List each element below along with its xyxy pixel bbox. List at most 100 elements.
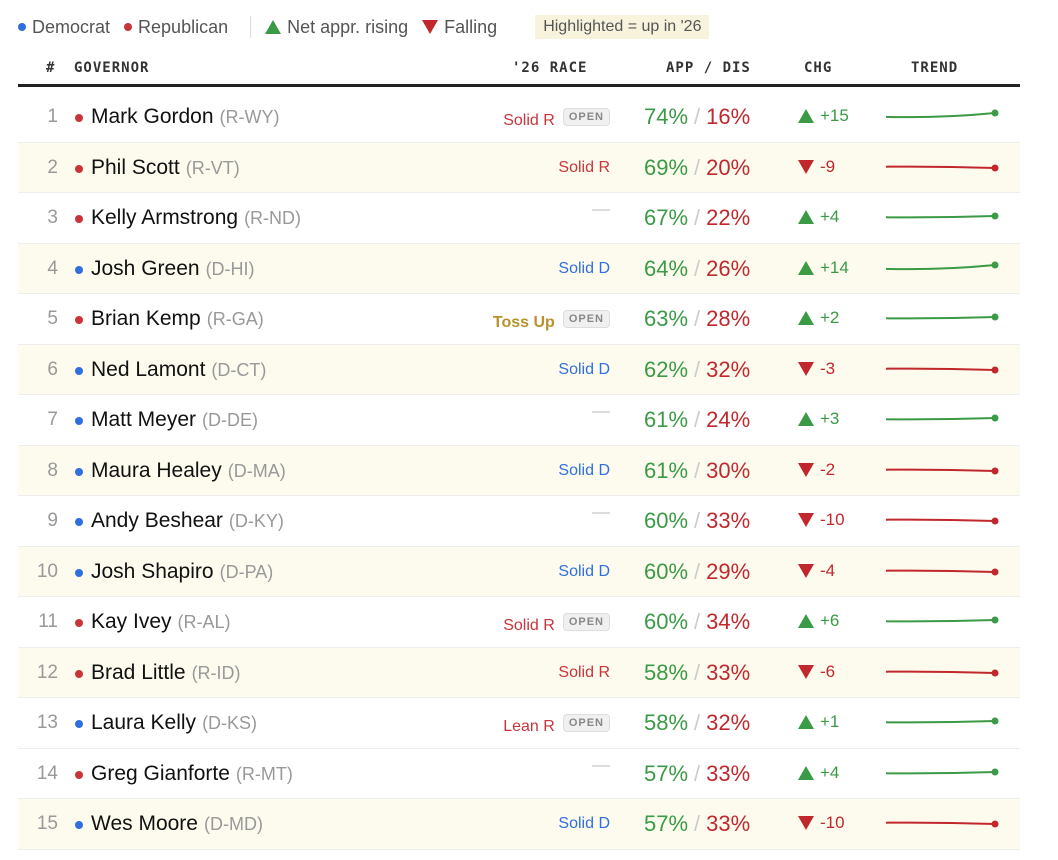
rank: 12: [36, 661, 58, 683]
party-dot-icon: [75, 366, 83, 375]
party-dot-icon: [75, 114, 83, 122]
header-trend: TREND: [911, 60, 959, 76]
table-row[interactable]: 14 Greg Gianforte (R-MT) 57%/33% +4: [18, 749, 1020, 799]
trend-sparkline: [885, 467, 999, 474]
trend-end-dot: [991, 164, 999, 171]
disapprove-pct: 29%: [706, 558, 751, 584]
table-row[interactable]: 1 Mark Gordon (R-WY) Solid R OPEN 74%/16% …: [18, 92, 1020, 143]
table-row[interactable]: 9 Andy Beshear (D-KY) 60%/33% -10: [18, 496, 1020, 547]
governor-name-text: Brian Kemp: [91, 307, 201, 330]
approval-cell: 57%/33%: [644, 811, 750, 837]
table-row[interactable]: 12 Brad Little (R-ID) Solid R 58%/33% -6: [18, 647, 1020, 698]
governor-name[interactable]: Greg Gianforte (R-MT): [91, 762, 293, 786]
governor-name[interactable]: Wes Moore (D-MD): [91, 812, 263, 836]
table-row[interactable]: 6 Ned Lamont (D-CT) Solid D 62%/32% -3: [18, 344, 1020, 395]
change-cell: -4: [798, 561, 835, 581]
party-dot-icon: [75, 417, 83, 425]
slash: /: [694, 104, 701, 129]
trend-end-dot: [991, 717, 999, 725]
disapprove-pct: 20%: [706, 154, 751, 180]
triangle-down-icon: [798, 563, 814, 578]
rank: 6: [47, 358, 58, 380]
change-cell: -9: [798, 157, 835, 177]
table-row[interactable]: 2 Phil Scott (R-VT) Solid R 69%/20% -9: [18, 142, 1020, 193]
triangle-down-icon: [798, 664, 814, 679]
party-state: (R-AL): [177, 612, 231, 632]
governor-name[interactable]: Brian Kemp (R-GA): [91, 307, 264, 331]
party-dot-icon: [75, 821, 83, 829]
change-cell: -6: [798, 662, 835, 682]
governor-name[interactable]: Ned Lamont (D-CT): [91, 358, 266, 382]
slash: /: [694, 154, 701, 180]
governor-name[interactable]: Josh Shapiro (D-PA): [91, 560, 273, 584]
governor-name[interactable]: Andy Beshear (D-KY): [91, 509, 284, 533]
open-seat-badge: OPEN: [562, 310, 610, 328]
governor-name-text: Maura Healey: [91, 458, 222, 482]
race-rating: Lean R: [503, 718, 555, 735]
approve-pct: 57%: [644, 811, 689, 836]
trend-end-dot: [991, 467, 999, 474]
trend-line: [885, 821, 996, 825]
race-cell: Lean R OPEN: [503, 714, 610, 735]
rank: 3: [47, 207, 58, 228]
rank: 15: [36, 813, 58, 834]
table-row[interactable]: 11 Kay Ivey (R-AL) Solid R OPEN 60%/34% +6: [18, 597, 1020, 648]
trend-line: [885, 468, 996, 472]
trend-line: [885, 367, 996, 371]
governor-name[interactable]: Brad Little (R-ID): [91, 661, 241, 685]
approval-cell: 60%/33%: [644, 508, 750, 534]
governor-name[interactable]: Laura Kelly (D-KS): [91, 711, 257, 735]
trend-sparkline: [885, 261, 999, 270]
approve-pct: 74%: [644, 104, 689, 129]
trend-sparkline: [885, 414, 999, 422]
approval-cell: 60%/29%: [644, 559, 750, 585]
table-row[interactable]: 13 Laura Kelly (D-KS) Lean R OPEN 58%/32% …: [18, 698, 1020, 749]
governor-name[interactable]: Kelly Armstrong (R-ND): [91, 206, 301, 230]
party-state: (D-KS): [202, 713, 258, 733]
slash: /: [694, 659, 701, 685]
triangle-up-icon: [798, 109, 814, 123]
approval-cell: 64%/26%: [644, 256, 750, 282]
race-rating: Solid R: [503, 617, 555, 634]
disapprove-pct: 34%: [706, 609, 751, 634]
table-row[interactable]: 4 Josh Green (D-HI) Solid D 64%/26% +14: [18, 243, 1020, 294]
governor-name-text: Wes Moore: [91, 812, 198, 835]
race-rating: Solid R: [558, 663, 610, 681]
governor-name[interactable]: Phil Scott (R-VT): [91, 156, 240, 180]
trend-line: [885, 316, 996, 320]
table-row[interactable]: 5 Brian Kemp (R-GA) Toss Up OPEN 63%/28% +…: [18, 294, 1020, 345]
governor-name[interactable]: Josh Green (D-HI): [91, 257, 255, 281]
table-row[interactable]: 10 Josh Shapiro (D-PA) Solid D 60%/29% -4: [18, 546, 1020, 597]
trend-end-dot: [991, 109, 999, 117]
table-row[interactable]: 7 Matt Meyer (D-DE) 61%/24% +3: [18, 395, 1020, 446]
change-cell: +15: [798, 106, 849, 126]
header-app-dis: APP / DIS: [666, 60, 751, 76]
table-row[interactable]: 3 Kelly Armstrong (R-ND) 67%/22% +4: [18, 193, 1020, 244]
rank: 9: [47, 510, 58, 531]
change-cell: +4: [798, 763, 839, 783]
rank: 11: [38, 611, 58, 632]
rank: 4: [47, 257, 58, 279]
governor-name-text: Kay Ivey: [91, 610, 172, 633]
approval-cell: 58%/32%: [644, 710, 750, 736]
disapprove-pct: 33%: [706, 508, 751, 533]
governor-name[interactable]: Maura Healey (D-MA): [91, 459, 286, 483]
triangle-down-icon: [798, 513, 814, 527]
governor-name[interactable]: Mark Gordon (R-WY): [91, 105, 280, 129]
governor-name[interactable]: Matt Meyer (D-DE): [91, 408, 258, 432]
slash: /: [694, 609, 701, 634]
no-race-dash: [592, 512, 610, 514]
triangle-up-icon: [798, 614, 814, 628]
table-row[interactable]: 15 Wes Moore (D-MD) Solid D 57%/33% -10: [18, 799, 1020, 850]
governor-name[interactable]: Kay Ivey (R-AL): [91, 610, 231, 634]
governor-name-text: Matt Meyer: [91, 408, 197, 431]
trend-end-dot: [991, 820, 999, 828]
open-seat-badge: OPEN: [562, 108, 610, 126]
party-dot-icon: [75, 518, 83, 526]
party-state: (D-CT): [211, 359, 267, 380]
rank: 13: [36, 712, 58, 733]
race-rating: Solid D: [558, 360, 610, 378]
table-row[interactable]: 8 Maura Healey (D-MA) Solid D 61%/30% -2: [18, 445, 1020, 496]
party-dot-icon: [75, 215, 83, 223]
party-dot-icon: [75, 265, 83, 274]
